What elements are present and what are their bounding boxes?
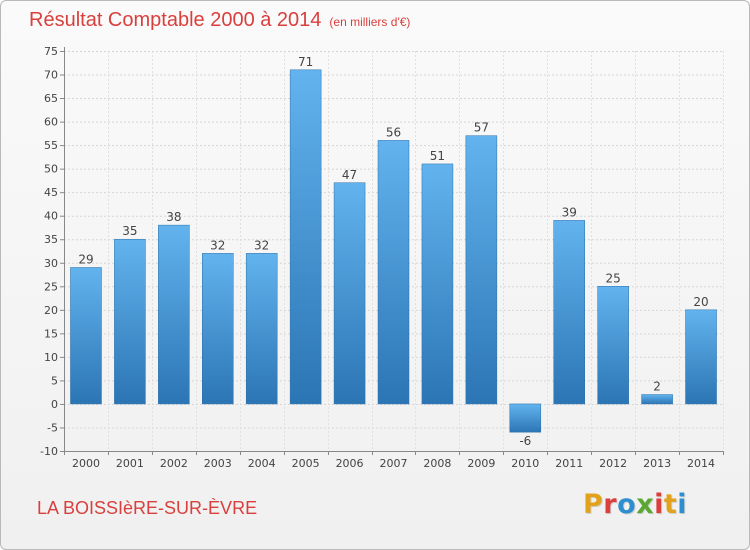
data-label: 32 <box>254 238 269 252</box>
logo-letter: i <box>654 489 664 520</box>
chart-title-row: Résultat Comptable 2000 à 2014 (en millie… <box>29 9 410 32</box>
x-tick-label: 2008 <box>423 457 451 470</box>
x-tick-label: 2010 <box>511 457 539 470</box>
y-tick-label: 60 <box>44 116 58 129</box>
x-tick-label: 2003 <box>204 457 232 470</box>
data-label: 39 <box>562 205 577 219</box>
x-tick-label: 2007 <box>380 457 408 470</box>
data-label: 25 <box>606 271 621 285</box>
data-label: 47 <box>342 168 357 182</box>
logo-letter: P <box>583 489 604 520</box>
y-tick-label: -10 <box>40 445 58 458</box>
bar <box>465 135 498 405</box>
y-tick-label: 50 <box>44 163 58 176</box>
value-labels: 29 35 38 32 32 71 47 56 51 57 -6 39 25 2 20 <box>78 55 708 448</box>
commune-name: LA BOISSIèRE-SUR-ÈVRE <box>37 498 258 518</box>
x-tick-label: 2011 <box>555 457 583 470</box>
x-tick-label: 2002 <box>160 457 188 470</box>
bar <box>202 253 234 405</box>
logo-letter: t <box>663 489 678 520</box>
x-tick-label: 2009 <box>467 457 495 470</box>
data-label: 20 <box>693 295 708 309</box>
bar <box>333 182 366 405</box>
bar <box>641 394 673 405</box>
chart-subtitle: (en milliers d'€) <box>329 15 411 29</box>
data-label: -6 <box>519 434 531 448</box>
y-tick-label: 35 <box>44 233 58 246</box>
logo-letter: r <box>603 489 618 520</box>
data-label: 51 <box>430 149 445 163</box>
y-tick-label: 45 <box>44 186 58 199</box>
x-tick-label: 2012 <box>599 457 627 470</box>
y-tick-label: 65 <box>44 92 58 105</box>
y-tick-label: 55 <box>44 139 58 152</box>
y-tick-label: 70 <box>44 69 58 82</box>
x-tick-label: 2013 <box>643 457 671 470</box>
data-label: 56 <box>386 125 401 139</box>
data-label: 29 <box>78 252 93 266</box>
chart-title: Résultat Comptable 2000 à 2014 <box>29 9 322 31</box>
y-tick-label: 0 <box>51 398 58 411</box>
bars <box>70 69 717 433</box>
bar <box>289 69 322 405</box>
logo-letter: o <box>617 489 637 520</box>
y-tick-label: 15 <box>44 327 58 340</box>
y-tick-label: 10 <box>44 351 58 364</box>
logo-letter: i <box>677 489 688 520</box>
bar <box>114 238 146 405</box>
data-label: 2 <box>653 380 661 394</box>
y-tick-label: 20 <box>44 304 58 317</box>
bar <box>553 220 585 405</box>
data-label: 32 <box>210 238 225 252</box>
logo-letter: x <box>636 489 655 520</box>
y-tick-label: 5 <box>51 374 58 387</box>
data-label: 35 <box>122 224 137 238</box>
x-tick-label: 2005 <box>292 457 320 470</box>
x-tick-label: 2000 <box>72 457 100 470</box>
data-label: 38 <box>166 210 181 224</box>
proxiti-logo: Proxiti <box>583 489 687 520</box>
y-tick-label: 75 <box>44 45 58 58</box>
x-tick-label: 2001 <box>116 457 144 470</box>
y-tick-label: 30 <box>44 257 58 270</box>
y-tick-label: 40 <box>44 210 58 223</box>
x-tick-label: 2014 <box>687 457 715 470</box>
bar <box>685 309 717 405</box>
bar <box>158 224 190 405</box>
y-tick-label: -5 <box>47 421 58 434</box>
bar <box>597 286 629 405</box>
data-label: 57 <box>474 121 489 135</box>
axes: -10 -5 0 5 10 15 20 25 30 35 40 45 50 55 60 65 70 75 2000 2… <box>40 45 724 470</box>
bar <box>377 140 410 405</box>
bar <box>70 267 102 405</box>
bar <box>421 163 454 405</box>
x-tick-label: 2004 <box>248 457 276 470</box>
bar <box>245 253 278 405</box>
data-label: 71 <box>298 55 313 69</box>
x-tick-label: 2006 <box>336 457 364 470</box>
y-tick-label: 25 <box>44 280 58 293</box>
bar <box>509 403 542 433</box>
